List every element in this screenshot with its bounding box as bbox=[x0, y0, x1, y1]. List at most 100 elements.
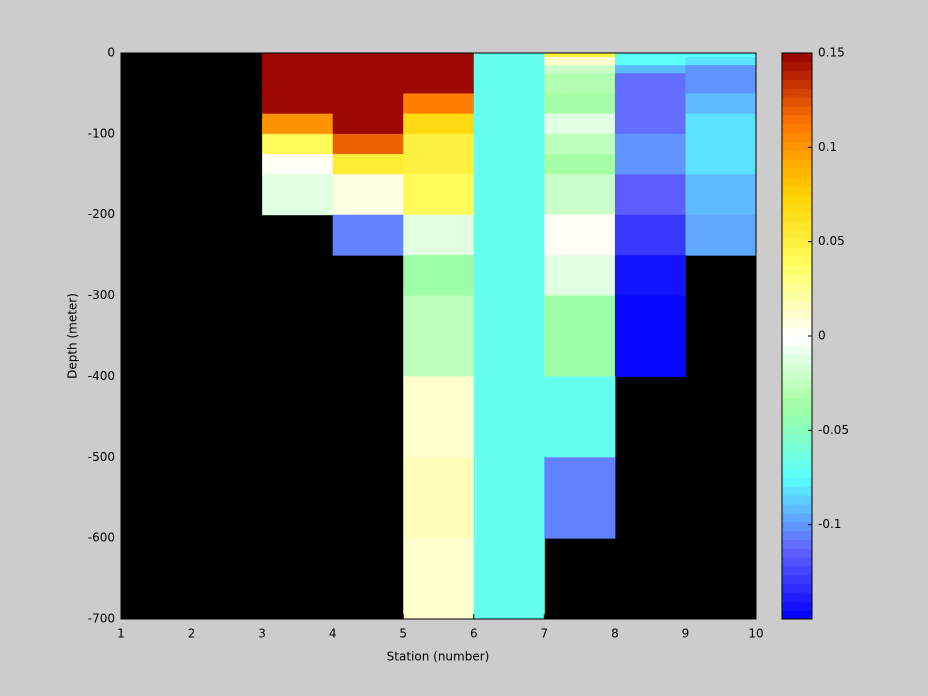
colorbar-swatch bbox=[782, 141, 812, 151]
heatmap-cell bbox=[685, 73, 757, 94]
heatmap-cell bbox=[332, 53, 404, 58]
colorbar-swatch bbox=[782, 557, 812, 567]
heatmap-cell bbox=[403, 154, 475, 175]
colorbar-swatch bbox=[782, 176, 812, 187]
heatmap-cell bbox=[332, 113, 404, 135]
heatmap-cell bbox=[473, 214, 545, 256]
y-tick-label: -700 bbox=[88, 612, 115, 626]
heatmap-cell bbox=[403, 133, 475, 155]
heatmap-cell bbox=[685, 65, 757, 74]
colorbar-swatch bbox=[782, 132, 812, 142]
heatmap-cell bbox=[473, 93, 545, 115]
heatmap-cell bbox=[685, 174, 757, 216]
heatmap-cell bbox=[544, 295, 616, 377]
heatmap-cell bbox=[262, 174, 334, 216]
colorbar-swatch bbox=[782, 159, 812, 169]
heatmap-cell bbox=[403, 457, 475, 539]
heatmap-cell bbox=[614, 295, 686, 377]
colorbar-swatch bbox=[782, 53, 812, 63]
axes-box bbox=[120, 52, 757, 620]
colorbar-swatch bbox=[782, 565, 812, 576]
colorbar-swatch bbox=[782, 265, 812, 275]
y-tick-label: -400 bbox=[88, 369, 115, 383]
heatmap-cell bbox=[614, 174, 686, 216]
y-tick-label: -200 bbox=[88, 207, 115, 221]
heatmap-cell bbox=[685, 93, 757, 115]
y-axis-label: Depth (meter) bbox=[66, 293, 80, 379]
heatmap-cell bbox=[544, 133, 616, 155]
colorbar-swatch bbox=[782, 88, 812, 98]
colorbar-swatch bbox=[782, 406, 812, 417]
colorbar-swatch bbox=[782, 238, 812, 249]
colorbar-swatch bbox=[782, 106, 812, 116]
heatmap-cell bbox=[473, 376, 545, 458]
x-tick-label: 4 bbox=[329, 627, 337, 641]
heatmap-cell bbox=[262, 133, 334, 155]
colorbar-swatch bbox=[782, 123, 812, 134]
colorbar-swatch bbox=[782, 282, 812, 293]
heatmap-cell bbox=[262, 113, 334, 135]
colorbar-swatch bbox=[782, 415, 812, 425]
heatmap-cell bbox=[473, 174, 545, 216]
heatmap-cell bbox=[544, 154, 616, 175]
colorbar-tick-label: 0.05 bbox=[818, 234, 845, 248]
colorbar-swatch bbox=[782, 397, 812, 408]
heatmap-cell bbox=[544, 93, 616, 115]
colorbar-swatch bbox=[782, 380, 812, 390]
colorbar-swatch bbox=[782, 336, 812, 346]
heatmap-cell bbox=[685, 113, 757, 135]
colorbar-swatch bbox=[782, 344, 812, 355]
colorbar-swatch bbox=[782, 442, 812, 452]
colorbar-tick-label: 0.1 bbox=[818, 140, 837, 154]
colorbar-tick-label: 0.15 bbox=[818, 46, 845, 60]
heatmap-cell bbox=[614, 73, 686, 94]
heatmap-cell bbox=[262, 57, 334, 66]
colorbar-swatch bbox=[782, 97, 812, 107]
y-tick-label: -100 bbox=[88, 126, 115, 140]
x-tick-label: 7 bbox=[541, 627, 549, 641]
colorbar-swatch bbox=[782, 150, 812, 160]
colorbar-swatch bbox=[782, 221, 812, 231]
colorbar-swatch bbox=[782, 256, 812, 266]
heatmap-cell bbox=[614, 65, 686, 74]
colorbar-swatch bbox=[782, 167, 812, 178]
heatmap-cell bbox=[262, 65, 334, 74]
x-tick-label: 3 bbox=[258, 627, 266, 641]
heatmap-cell bbox=[544, 376, 616, 458]
x-tick-label: 1 bbox=[117, 627, 125, 641]
heatmap-cell bbox=[614, 255, 686, 297]
colorbar-swatch bbox=[782, 371, 812, 381]
x-tick-label: 2 bbox=[188, 627, 196, 641]
colorbar-swatch bbox=[782, 61, 812, 72]
heatmap-cell bbox=[473, 295, 545, 377]
heatmap-cell bbox=[544, 53, 616, 58]
heatmap-cell bbox=[473, 65, 545, 74]
heatmap-cell bbox=[403, 174, 475, 216]
heatmap-cell bbox=[544, 113, 616, 135]
heatmap-cell bbox=[544, 255, 616, 297]
heatmap-cell bbox=[473, 73, 545, 94]
heatmap-cell bbox=[614, 57, 686, 66]
x-tick-label: 10 bbox=[748, 627, 763, 641]
heatmap-cell bbox=[403, 538, 475, 620]
heatmap-cell bbox=[403, 214, 475, 256]
colorbar-swatch bbox=[782, 212, 812, 222]
heatmap-cell bbox=[473, 538, 545, 620]
heatmap-cell bbox=[262, 93, 334, 115]
heatmap-cell bbox=[614, 93, 686, 115]
heatmap-cell bbox=[473, 154, 545, 175]
colorbar-swatch bbox=[782, 79, 812, 89]
colorbar-swatch bbox=[782, 309, 812, 319]
y-tick-label: 0 bbox=[107, 46, 115, 60]
colorbar-swatch bbox=[782, 459, 812, 470]
heatmap-cell bbox=[332, 93, 404, 115]
heatmap-cell bbox=[403, 93, 475, 115]
colorbar-tick-label: -0.1 bbox=[818, 517, 841, 531]
colorbar-swatch bbox=[782, 548, 812, 558]
heatmap-cell bbox=[403, 295, 475, 377]
x-tick-label: 6 bbox=[470, 627, 478, 641]
heatmap-cell bbox=[332, 214, 404, 256]
heatmap-cell bbox=[544, 457, 616, 539]
heatmap-cell bbox=[473, 57, 545, 66]
